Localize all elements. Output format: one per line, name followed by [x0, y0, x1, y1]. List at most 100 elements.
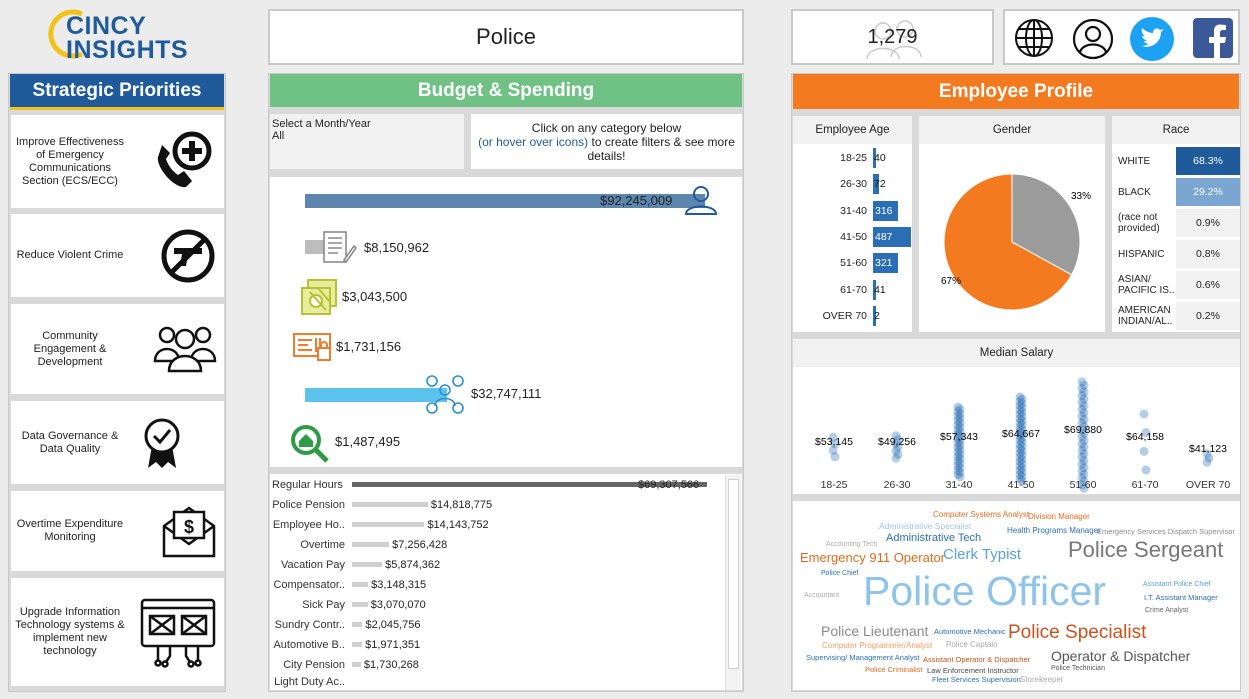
job-title-word[interactable]: Computer Systems Analyst [933, 510, 1030, 519]
salary-dot[interactable] [1079, 456, 1089, 466]
salary-dot[interactable] [1017, 459, 1027, 469]
job-title-word[interactable]: Police Criminalist [865, 665, 923, 674]
job-title-word[interactable]: Crime Analyst [1145, 607, 1189, 614]
salary-dot[interactable] [1077, 384, 1087, 394]
salary-dot[interactable] [1017, 442, 1027, 452]
salary-dot[interactable] [955, 472, 965, 482]
salary-dot[interactable] [1015, 448, 1025, 458]
salary-dot[interactable] [1017, 407, 1027, 417]
priority-card-ecs[interactable]: Improve Effectiveness of Emergency Commu… [11, 115, 224, 208]
logo[interactable]: CINCY INSIGHTS [48, 8, 198, 66]
salary-dot[interactable] [1017, 433, 1027, 443]
salary-dot[interactable] [1017, 420, 1027, 430]
priority-card-violent-crime[interactable]: Reduce Violent Crime [11, 214, 224, 297]
salary-dot[interactable] [1017, 403, 1027, 413]
salary-dot[interactable] [1139, 409, 1149, 419]
earnings-scrollbar[interactable] [725, 475, 741, 690]
salary-dot[interactable] [1079, 469, 1089, 479]
race-row[interactable]: (race not provided) 0.9% [1114, 208, 1240, 238]
salary-dot[interactable] [953, 447, 963, 457]
salary-dot[interactable] [1077, 377, 1087, 387]
salary-dot[interactable] [955, 449, 965, 459]
age-row[interactable]: OVER 70 2 [794, 304, 911, 328]
salary-dot[interactable] [1017, 454, 1027, 464]
job-title-word[interactable]: Emergency 911 Operator [800, 550, 945, 565]
salary-dot[interactable] [953, 420, 963, 430]
job-title-word[interactable]: Police Lieutenant [821, 623, 929, 639]
salary-dot[interactable] [955, 431, 965, 441]
job-title-word[interactable]: Automotive Mechanic [934, 627, 1006, 636]
salary-dot[interactable] [1077, 445, 1087, 455]
priority-card-overtime[interactable]: Overtime Expenditure Monitoring $ [11, 491, 224, 571]
salary-dot[interactable] [955, 404, 965, 414]
salary-dot[interactable] [1079, 387, 1089, 397]
salary-dot[interactable] [1015, 431, 1025, 441]
job-title-word[interactable]: Accounting Tech [826, 541, 878, 548]
salary-dot[interactable] [830, 439, 840, 449]
job-title-word[interactable]: Police Technician [1051, 665, 1105, 672]
salary-dot[interactable] [1017, 429, 1027, 439]
salary-dot[interactable] [955, 440, 965, 450]
salary-dot[interactable] [1015, 457, 1025, 467]
salary-dot[interactable] [953, 425, 963, 435]
job-title-word[interactable]: Police Sergeant [1068, 537, 1224, 562]
salary-dot[interactable] [1015, 392, 1025, 402]
job-title-word[interactable]: Supervising/ Management Analyst [806, 653, 920, 662]
salary-dot[interactable] [953, 443, 963, 453]
earnings-row[interactable]: City Pension $1,730,268 [270, 655, 736, 675]
job-title-word[interactable]: Computer Programmer/Analyst [822, 641, 933, 650]
salary-dot[interactable] [891, 446, 901, 456]
budget-category-materials[interactable]: $1,731,156 [270, 330, 742, 364]
salary-dot[interactable] [1017, 424, 1027, 434]
salary-dot[interactable] [955, 409, 965, 419]
priority-card-it-upgrade[interactable]: Upgrade Information Technology systems &… [11, 578, 224, 686]
salary-dot[interactable] [1017, 467, 1027, 477]
salary-dot[interactable] [1015, 405, 1025, 415]
salary-dot[interactable] [953, 465, 963, 475]
race-row[interactable]: WHITE 68.3% [1114, 146, 1240, 176]
salary-dot[interactable] [955, 427, 965, 437]
salary-dot[interactable] [1079, 442, 1089, 452]
salary-dot[interactable] [953, 434, 963, 444]
job-title-word[interactable]: Assistant Police Chief [1143, 581, 1211, 588]
salary-dot[interactable] [955, 413, 965, 423]
age-row[interactable]: 61-70 41 [794, 278, 911, 302]
salary-dot[interactable] [1141, 465, 1151, 475]
salary-dot[interactable] [1015, 401, 1025, 411]
salary-dot[interactable] [953, 429, 963, 439]
salary-dot[interactable] [955, 418, 965, 428]
salary-dot[interactable] [953, 470, 963, 480]
earnings-row[interactable]: Compensator.. $3,148,315 [270, 575, 736, 595]
earnings-row[interactable]: Vacation Pay $5,874,362 [270, 555, 736, 575]
earnings-row[interactable]: Sick Pay $3,070,070 [270, 595, 736, 615]
salary-dot[interactable] [1017, 416, 1027, 426]
budget-category-capital[interactable]: $1,487,495 [270, 424, 742, 463]
salary-dot[interactable] [1079, 394, 1089, 404]
globe-icon[interactable] [1013, 17, 1055, 59]
job-title-word[interactable]: Storekeeper [1020, 675, 1064, 684]
job-title-word[interactable]: Police Chief [821, 570, 859, 577]
salary-dot[interactable] [1015, 444, 1025, 454]
priority-card-data-governance[interactable]: Data Governance & Data Quality [11, 401, 224, 484]
salary-dot[interactable] [1079, 449, 1089, 459]
salary-dot[interactable] [1017, 463, 1027, 473]
salary-dot[interactable] [1015, 409, 1025, 419]
salary-dot[interactable] [1079, 415, 1089, 425]
salary-dot[interactable] [1017, 398, 1027, 408]
salary-dot[interactable] [1017, 411, 1027, 421]
race-row[interactable]: BLACK 29.2% [1114, 177, 1240, 207]
salary-dot[interactable] [830, 452, 840, 462]
salary-dot[interactable] [1017, 446, 1027, 456]
job-title-word[interactable]: Police Specialist [1008, 622, 1147, 643]
job-title-word[interactable]: Division Manager [1028, 512, 1090, 521]
salary-dot[interactable] [1077, 397, 1087, 407]
salary-dot[interactable] [893, 449, 903, 459]
salary-dot[interactable] [893, 442, 903, 452]
job-title-word[interactable]: Clerk Typist [943, 546, 1022, 563]
salary-dot[interactable] [1017, 472, 1027, 482]
job-title-word[interactable]: I.T. Assistant Manager [1144, 593, 1218, 602]
salary-dot[interactable] [1079, 421, 1089, 431]
age-row[interactable]: 18-25 40 [794, 146, 911, 170]
age-row[interactable]: 51-60 321 [794, 251, 911, 275]
pie-slice-male[interactable] [1011, 173, 1081, 276]
